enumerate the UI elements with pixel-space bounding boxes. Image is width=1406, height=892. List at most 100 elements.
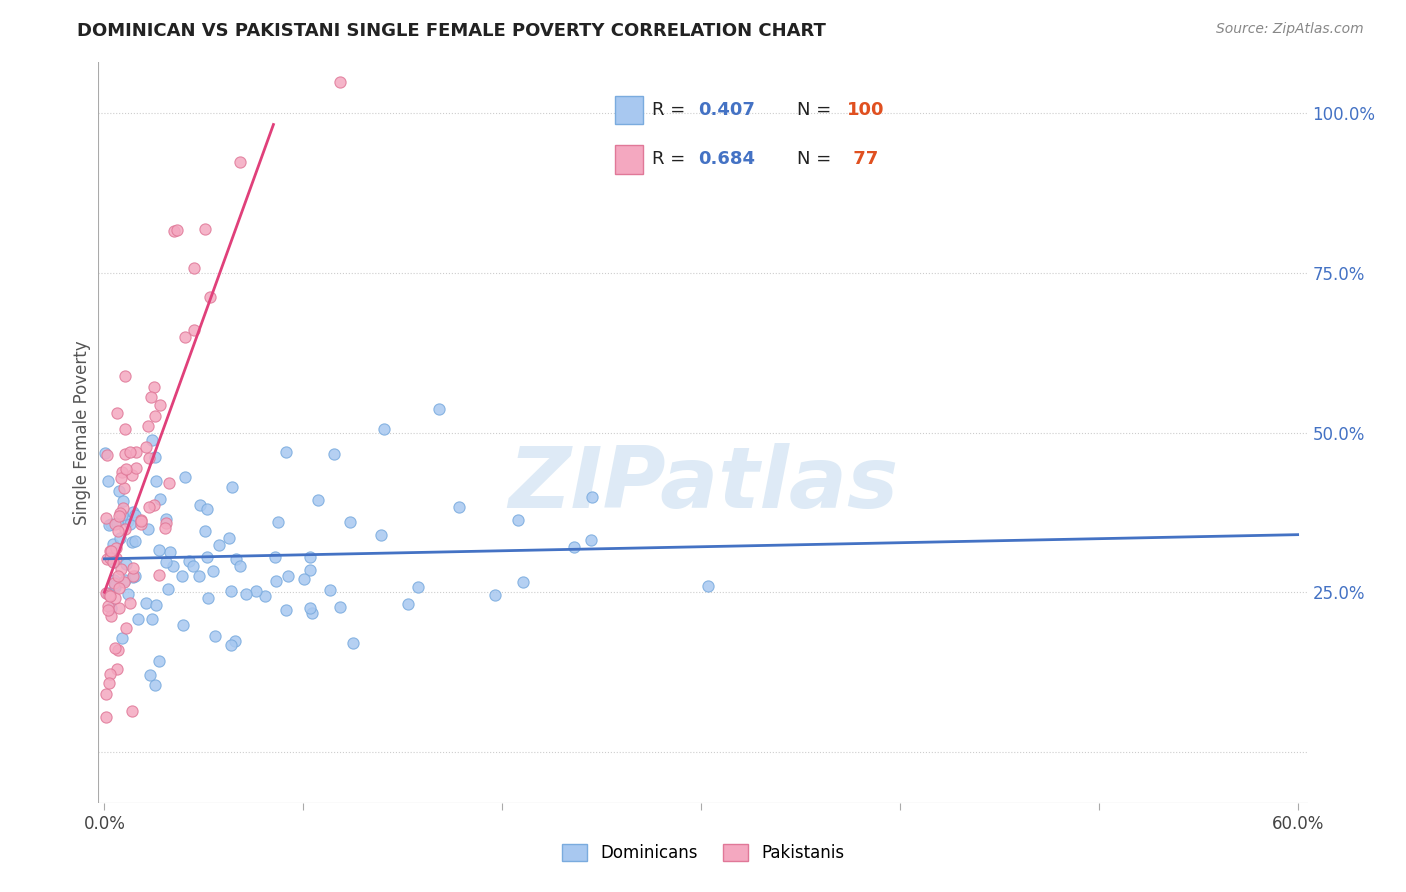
Point	[107, 569, 129, 583]
Point	[127, 612, 149, 626]
Point	[141, 433, 163, 447]
Point	[125, 445, 148, 459]
Point	[484, 588, 506, 602]
Point	[264, 549, 287, 564]
Point	[98, 550, 121, 565]
Text: N =: N =	[797, 150, 831, 169]
Point	[153, 521, 176, 535]
Point	[114, 369, 136, 384]
Point	[111, 466, 134, 480]
Point	[342, 636, 364, 650]
Point	[104, 591, 127, 605]
Point	[329, 74, 352, 88]
Text: 100: 100	[846, 101, 884, 119]
Point	[562, 540, 585, 554]
Text: 0.407: 0.407	[699, 101, 755, 119]
Point	[198, 290, 221, 304]
Text: R =: R =	[652, 101, 690, 119]
Point	[195, 549, 218, 564]
Point	[100, 609, 122, 624]
Point	[396, 597, 419, 611]
Point	[139, 668, 162, 682]
Point	[98, 518, 121, 533]
Point	[97, 676, 120, 690]
Point	[277, 569, 299, 583]
Point	[188, 498, 211, 512]
Point	[121, 704, 143, 718]
Point	[103, 555, 125, 569]
Point	[97, 602, 120, 616]
Point	[138, 522, 160, 536]
Point	[143, 450, 166, 464]
Point	[96, 586, 118, 600]
Point	[221, 480, 243, 494]
Point	[103, 555, 125, 569]
Point	[276, 445, 298, 459]
Point	[143, 498, 166, 512]
Point	[224, 633, 246, 648]
Point	[104, 517, 127, 532]
Point	[101, 536, 124, 550]
Point	[121, 570, 143, 584]
Text: R =: R =	[652, 150, 690, 169]
Point	[579, 533, 602, 547]
Point	[124, 533, 146, 548]
Point	[512, 575, 534, 590]
Point	[142, 379, 165, 393]
Point	[141, 390, 163, 404]
Point	[298, 550, 321, 565]
Point	[114, 447, 136, 461]
Point	[98, 589, 121, 603]
Point	[111, 494, 134, 508]
Point	[104, 578, 127, 592]
Point	[96, 511, 118, 525]
Point	[117, 587, 139, 601]
Point	[183, 323, 205, 337]
Point	[111, 631, 134, 645]
Point	[156, 582, 179, 597]
Point	[159, 544, 181, 558]
Legend: Dominicans, Pakistanis: Dominicans, Pakistanis	[555, 837, 851, 869]
Point	[135, 596, 157, 610]
Point	[100, 517, 122, 532]
Y-axis label: Single Female Poverty: Single Female Poverty	[73, 341, 91, 524]
Point	[114, 422, 136, 436]
Point	[97, 599, 120, 614]
Point	[145, 474, 167, 488]
Point	[183, 559, 205, 574]
Point	[105, 662, 128, 676]
Point	[103, 573, 125, 587]
Point	[225, 551, 247, 566]
Point	[449, 500, 471, 514]
Point	[166, 223, 188, 237]
Point	[194, 222, 217, 236]
Point	[301, 606, 323, 620]
Point	[125, 460, 148, 475]
Point	[104, 581, 127, 595]
Point	[221, 583, 243, 598]
Point	[105, 551, 128, 566]
Point	[100, 544, 122, 558]
Point	[112, 481, 135, 495]
Point	[235, 587, 257, 601]
Point	[298, 601, 321, 615]
Point	[581, 490, 603, 504]
Point	[155, 555, 177, 569]
Point	[148, 542, 170, 557]
Point	[195, 502, 218, 516]
Point	[218, 531, 240, 545]
Point	[370, 528, 392, 542]
Point	[107, 582, 129, 596]
Point	[188, 569, 211, 583]
Point	[107, 643, 129, 657]
Point	[138, 451, 160, 466]
Point	[208, 538, 231, 552]
Point	[149, 492, 172, 507]
Point	[110, 508, 132, 523]
Point	[135, 440, 157, 454]
Point	[174, 330, 197, 344]
Point	[114, 558, 136, 572]
Point	[145, 599, 167, 613]
Point	[427, 401, 450, 416]
Point	[107, 524, 129, 538]
